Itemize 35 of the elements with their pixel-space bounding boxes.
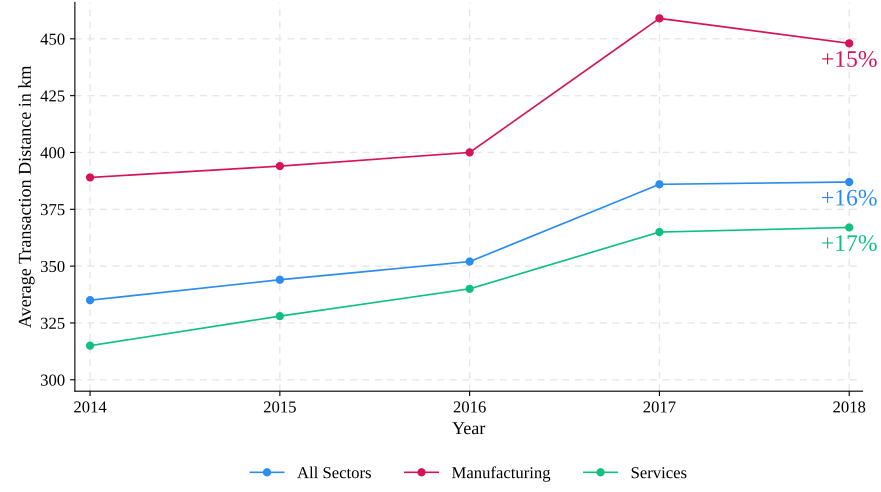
x-tick-label: 2018 (833, 401, 866, 413)
point (655, 14, 664, 23)
y-tick-label: 450 (40, 34, 65, 45)
y-tick-label: 400 (40, 147, 65, 158)
legend-label: Services (632, 467, 686, 478)
y-tick-label: 425 (40, 90, 65, 102)
point (276, 312, 284, 320)
y-tick-label: 350 (40, 260, 65, 272)
y-tick-label: 300 (40, 374, 65, 386)
point (655, 180, 664, 188)
annotation: +17% (822, 235, 877, 252)
point (86, 173, 94, 182)
x-tick-label: 2017 (643, 401, 676, 413)
point (845, 178, 854, 186)
y-tick-label: 375 (40, 204, 65, 216)
y-tick-label: 325 (40, 318, 65, 329)
y-axis-title: Average Transaction Distance in km (18, 66, 35, 328)
point (845, 39, 854, 48)
annotation: +16% (822, 190, 877, 206)
point (845, 223, 854, 232)
point (276, 162, 284, 170)
point (276, 276, 284, 284)
legend-label: Manufacturing (452, 466, 550, 482)
legend-label: All Sectors (297, 466, 371, 478)
point (86, 296, 94, 304)
x-tick-label: 2016 (454, 401, 486, 413)
x-tick-label: 2015 (264, 401, 296, 413)
x-tick-label: 2014 (74, 401, 106, 413)
x-axis-title: Year (452, 422, 486, 434)
point (465, 257, 474, 266)
annotation: +15% (822, 51, 877, 68)
point (655, 228, 664, 236)
point (465, 148, 474, 157)
point (465, 284, 474, 294)
point (86, 342, 94, 350)
